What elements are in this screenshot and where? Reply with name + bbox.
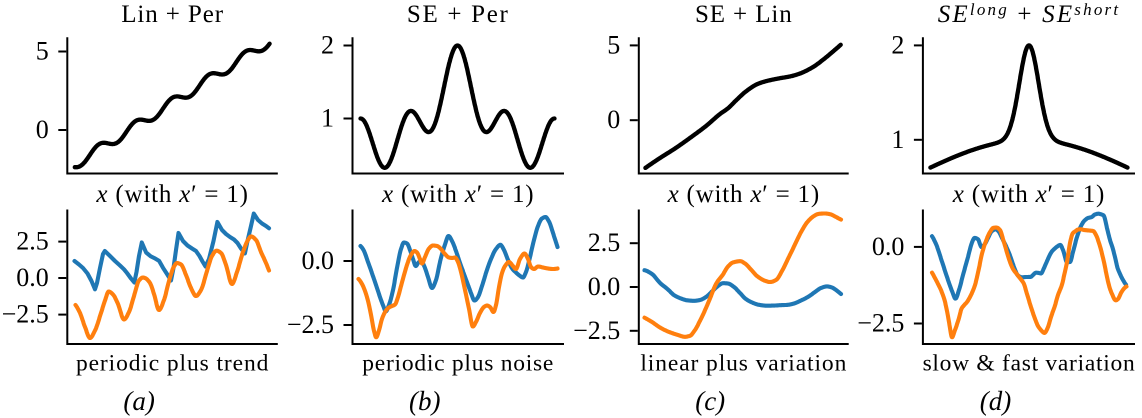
- svg-text:−2.5: −2.5: [857, 309, 904, 338]
- svg-text:−2.5: −2.5: [287, 310, 334, 339]
- svg-text:SE + Lin: SE + Lin: [695, 1, 793, 28]
- svg-text:(c): (c): [695, 386, 725, 416]
- svg-text:0: 0: [36, 115, 49, 144]
- svg-text:1: 1: [891, 125, 904, 154]
- svg-text:SElong + SEshort: SElong + SEshort: [938, 0, 1121, 28]
- svg-text:0.0: 0.0: [16, 263, 49, 292]
- svg-text:5: 5: [36, 37, 49, 66]
- svg-text:slow & fast variation: slow & fast variation: [923, 351, 1136, 377]
- svg-text:0.0: 0.0: [302, 246, 335, 275]
- svg-text:SE + Per: SE + Per: [407, 1, 510, 28]
- svg-text:x (with x′ = 1): x (with x′ = 1): [381, 181, 534, 208]
- svg-text:x (with x′ = 1): x (with x′ = 1): [95, 181, 248, 208]
- svg-text:linear plus variation: linear plus variation: [640, 351, 847, 377]
- svg-text:x (with x′ = 1): x (with x′ = 1): [667, 181, 820, 208]
- svg-text:2: 2: [321, 31, 334, 60]
- svg-text:−2.5: −2.5: [573, 316, 620, 345]
- svg-text:periodic plus trend: periodic plus trend: [76, 351, 269, 377]
- svg-text:0.0: 0.0: [588, 272, 621, 301]
- svg-text:1: 1: [321, 104, 334, 133]
- svg-text:periodic plus noise: periodic plus noise: [362, 351, 554, 377]
- svg-text:0.0: 0.0: [872, 232, 905, 261]
- svg-text:5: 5: [607, 30, 620, 59]
- svg-text:x (with x′ = 1): x (with x′ = 1): [952, 181, 1105, 208]
- svg-text:Lin + Per: Lin + Per: [121, 1, 224, 28]
- svg-text:2.5: 2.5: [588, 228, 621, 257]
- svg-text:(b): (b): [409, 386, 440, 416]
- svg-text:(d): (d): [980, 386, 1011, 416]
- svg-text:2.5: 2.5: [16, 227, 49, 256]
- svg-text:−2.5: −2.5: [2, 300, 49, 329]
- svg-text:(a): (a): [123, 386, 154, 416]
- svg-text:0: 0: [607, 105, 620, 134]
- svg-text:2: 2: [891, 30, 904, 59]
